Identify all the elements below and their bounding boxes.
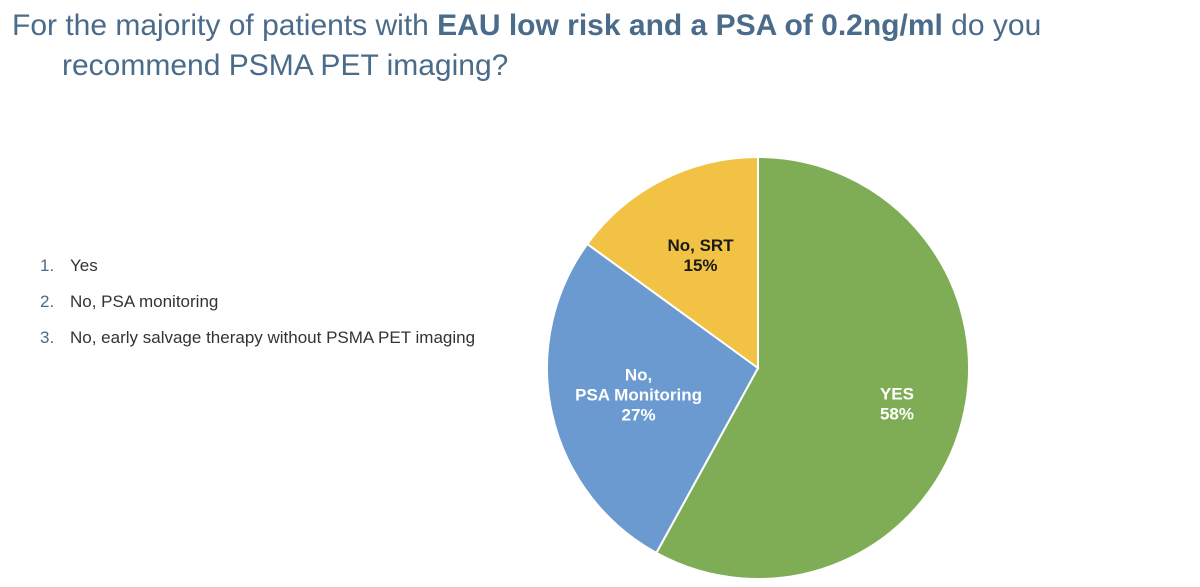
pie-slice-name: PSA Monitoring [575,386,702,405]
pie-slice-label: No, SRT 15% [667,236,734,275]
title-text-bold: EAU low risk and a PSA of 0.2ng/ml [437,9,943,42]
question-title: For the majority of patients with EAU lo… [12,6,1192,86]
title-text-part1: For the majority of patients with [12,9,438,42]
pie-slice [585,155,759,370]
pie-slice-name: No, SRT [667,236,734,255]
option-text: No, PSA monitoring [70,292,219,311]
option-number: 3. [40,328,55,347]
pie-slice [546,242,760,555]
option-text: Yes [70,256,98,275]
pie-slice-label: YES 58% [880,385,914,424]
option-number: 1. [40,256,55,275]
option-text: No, early salvage therapy without PSMA P… [70,328,476,347]
pie-slice-name: No, [625,366,652,385]
answer-option: 1. Yes [40,255,500,277]
pie-slice-percent: 27% [622,406,656,425]
answer-option: 2. No, PSA monitoring [40,291,500,313]
pie-chart: YES 58% No, PSA Monitoring 27% No, SRT 15% [546,155,970,580]
pie-slice-label: No, PSA Monitoring 27% [575,366,702,425]
pie-slice-percent: 58% [880,405,914,424]
option-number: 2. [40,292,55,311]
pie-slice-name: YES [880,385,914,404]
pie-slice [654,155,970,580]
pie-slice-percent: 15% [684,256,718,275]
title-text-part2: do you [942,9,1042,42]
answer-option: 3. No, early salvage therapy without PSM… [40,327,500,349]
answer-options-list: 1. Yes 2. No, PSA monitoring 3. No, earl… [40,255,500,363]
title-text-line2: recommend PSMA PET imaging? [62,49,509,82]
